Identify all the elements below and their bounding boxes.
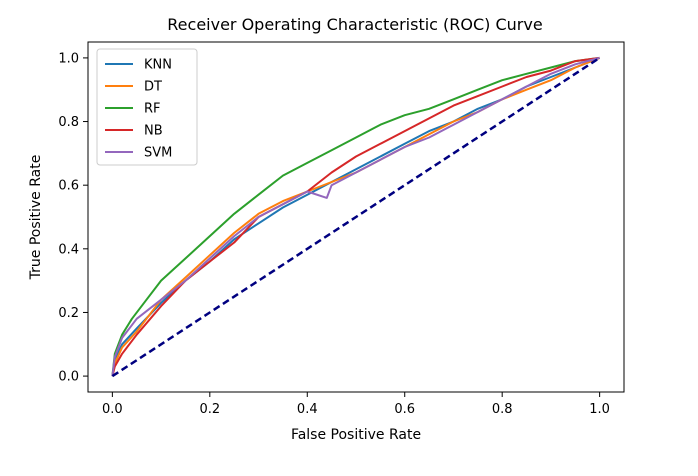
series-line-svm <box>111 56 600 377</box>
x-tick-label: 0.0 <box>102 402 123 417</box>
axis-ticks: 0.0 0.2 0.4 0.6 0.8 1.0 0.0 0.2 0.4 0.6 0.8 1.0 <box>58 51 610 417</box>
series-line-rf <box>111 56 600 377</box>
x-tick-label: 0.2 <box>199 402 220 417</box>
legend-label-dt: DT <box>144 80 162 95</box>
y-tick-label: 0.0 <box>58 370 79 385</box>
legend: KNN DT RF NB SVM <box>96 48 198 166</box>
series-lines <box>111 56 601 378</box>
y-tick-label: 0.8 <box>58 115 79 130</box>
legend-box <box>96 48 198 166</box>
y-tick-label: 1.0 <box>58 51 79 66</box>
x-axis-label: False Positive Rate <box>291 427 421 443</box>
x-tick-label: 0.8 <box>492 402 513 417</box>
y-tick-label: 0.2 <box>58 306 79 321</box>
x-tick-label: 0.4 <box>297 402 318 417</box>
x-tick-label: 1.0 <box>589 402 610 417</box>
legend-label-svm: SVM <box>144 146 172 161</box>
chart-title: Receiver Operating Characteristic (ROC) … <box>167 15 542 34</box>
series-line-nb <box>111 56 600 377</box>
plot-area-frame <box>87 41 625 393</box>
legend-label-knn: KNN <box>144 58 172 73</box>
legend-label-nb: NB <box>144 124 163 139</box>
x-tick-label: 0.6 <box>394 402 415 417</box>
y-tick-label: 0.4 <box>58 242 79 257</box>
chance-reference-line <box>111 56 601 378</box>
y-tick-label: 0.6 <box>58 179 79 194</box>
legend-label-rf: RF <box>144 102 161 117</box>
y-axis-label: True Positive Rate <box>28 155 44 281</box>
